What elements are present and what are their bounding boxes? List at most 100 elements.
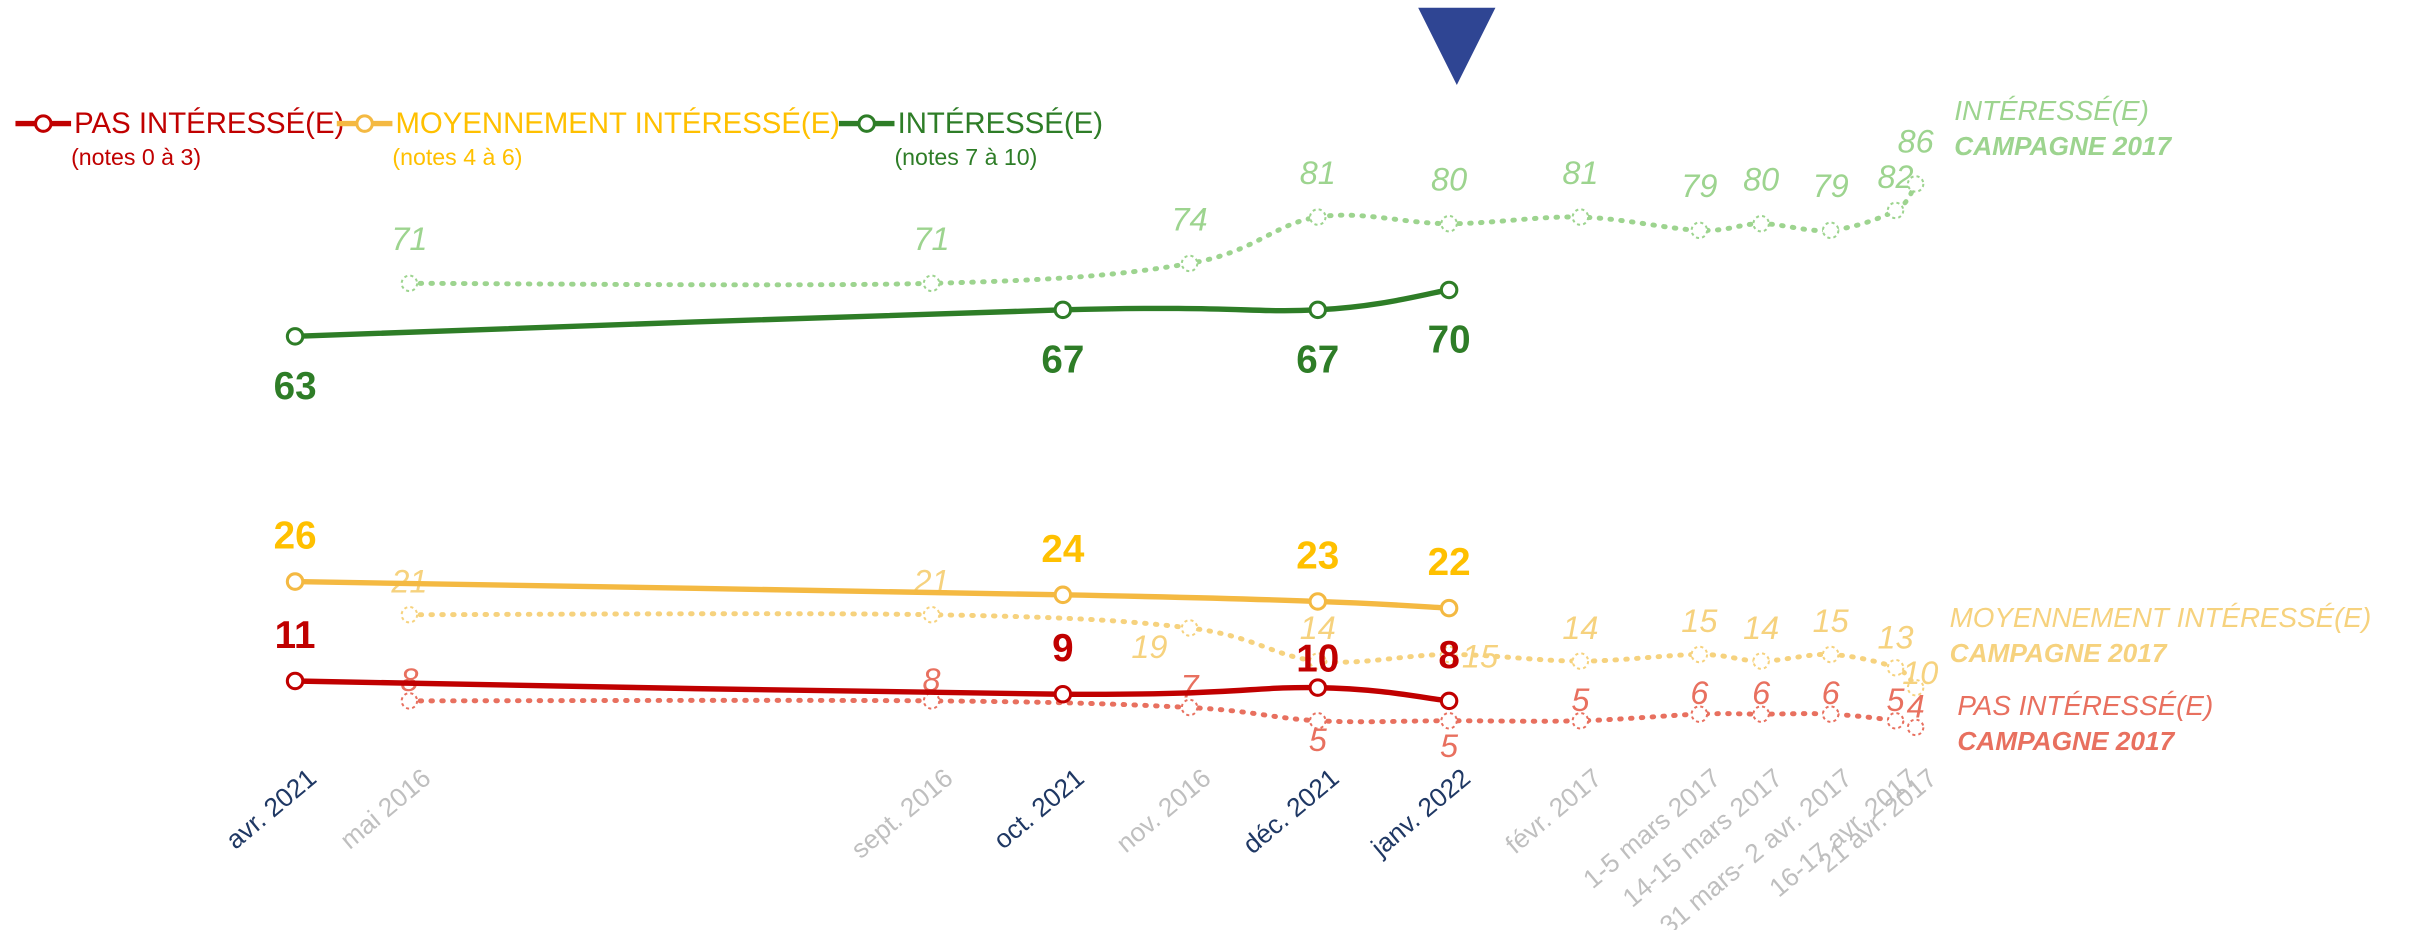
point-current xyxy=(285,572,305,591)
value-label-2017: 13 xyxy=(1878,619,1914,655)
legend-label: PAS INTÉRESSÉ(E) xyxy=(74,107,344,140)
value-label-current: 24 xyxy=(1041,528,1084,571)
value-label-2017: 14 xyxy=(1562,610,1598,646)
value-label-2017: 5 xyxy=(1571,682,1590,718)
point-2017 xyxy=(1821,645,1840,664)
line-current xyxy=(294,287,1450,340)
value-label-2017: 6 xyxy=(1752,675,1771,711)
legend-label: MOYENNEMENT INTÉRESSÉ(E) xyxy=(395,107,840,140)
legend-note: (notes 0 à 3) xyxy=(71,144,201,170)
point-2017 xyxy=(1440,214,1458,233)
point-2017 xyxy=(1821,221,1840,240)
series-label-2017: CAMPAGNE 2017 xyxy=(1950,638,2168,668)
value-label-2017: 79 xyxy=(1681,168,1717,204)
value-label-2017: 79 xyxy=(1813,168,1849,204)
value-label-2017: 15 xyxy=(1462,639,1499,675)
point-2017 xyxy=(1886,712,1905,730)
point-2017 xyxy=(400,692,419,710)
value-label-2017: 8 xyxy=(923,662,941,698)
point-2017 xyxy=(1690,645,1709,664)
point-current xyxy=(1439,598,1459,618)
series-label-2017: CAMPAGNE 2017 xyxy=(1954,131,2172,161)
point-2017 xyxy=(1180,698,1199,717)
point-2017 xyxy=(922,605,941,624)
value-label-2017: 80 xyxy=(1431,162,1467,198)
point-2017 xyxy=(1571,208,1590,226)
point-2017 xyxy=(1752,652,1770,670)
value-label-2017: 6 xyxy=(1690,675,1709,711)
x-tick-label: sept. 2016 xyxy=(845,762,958,864)
value-label-2017: 86 xyxy=(1898,123,1935,159)
point-2017 xyxy=(1180,619,1199,637)
value-label-current: 26 xyxy=(274,515,317,558)
value-label-2017: 14 xyxy=(1300,610,1336,646)
point-2017 xyxy=(1440,645,1458,664)
series-label-2017: MOYENNEMENT INTÉRESSÉ(E) xyxy=(1950,602,2372,633)
value-label-2017: 15 xyxy=(1813,603,1850,639)
point-2017 xyxy=(1571,712,1590,730)
value-label-current: 63 xyxy=(274,365,317,408)
point-2017 xyxy=(1690,221,1709,240)
point-2017 xyxy=(400,605,419,624)
value-label-2017: 5 xyxy=(1309,722,1328,758)
line-current xyxy=(295,578,1450,611)
series-label-2017: INTÉRESSÉ(E) xyxy=(1954,95,2149,126)
x-tick-label: nov. 2016 xyxy=(1110,762,1216,858)
legend-marker xyxy=(857,114,876,133)
legend-label: INTÉRESSÉ(E) xyxy=(898,107,1103,140)
value-label-current: 8 xyxy=(1438,634,1459,677)
legend-note: (notes 7 à 10) xyxy=(894,144,1037,170)
point-2017 xyxy=(922,692,941,710)
point-current xyxy=(1308,678,1328,697)
x-tick-label: févr. 2017 xyxy=(1500,762,1608,859)
point-2017 xyxy=(1886,659,1905,677)
point-2017 xyxy=(1309,652,1327,670)
point-2017 xyxy=(1752,214,1770,233)
point-2017 xyxy=(1180,254,1199,273)
point-current xyxy=(1308,592,1328,611)
point-current xyxy=(1053,585,1073,605)
legend-marker xyxy=(355,114,374,133)
x-tick-label: déc. 2021 xyxy=(1237,762,1345,859)
point-2017 xyxy=(1821,705,1840,723)
point-2017 xyxy=(1906,718,1925,737)
point-2017 xyxy=(400,274,419,293)
value-label-2017: 6 xyxy=(1822,675,1841,711)
point-2017 xyxy=(1906,175,1925,193)
legend-marker xyxy=(34,114,53,133)
point-current xyxy=(1439,280,1459,300)
value-label-2017: 81 xyxy=(1300,155,1336,191)
value-label-2017: 81 xyxy=(1562,155,1598,191)
legend-note: (notes 4 à 6) xyxy=(392,144,522,170)
value-label-2017: 71 xyxy=(391,221,427,257)
point-current xyxy=(1053,684,1073,704)
point-current xyxy=(1439,691,1459,711)
value-label-2017: 74 xyxy=(1172,201,1208,237)
value-label-2017: 71 xyxy=(914,221,950,257)
point-2017 xyxy=(1752,705,1770,723)
point-current xyxy=(285,671,305,691)
value-label-2017: 15 xyxy=(1681,603,1718,639)
point-2017 xyxy=(1886,201,1905,220)
value-label-2017: 7 xyxy=(1181,669,1201,705)
value-label-2017: 19 xyxy=(1131,629,1167,665)
line-2017 xyxy=(406,611,1919,691)
series-label-2017: CAMPAGNE 2017 xyxy=(1957,726,2175,756)
point-current xyxy=(1053,300,1073,320)
point-2017 xyxy=(1690,705,1709,723)
value-label-2017: 5 xyxy=(1440,728,1459,764)
value-label-current: 22 xyxy=(1428,541,1471,584)
value-label-current: 67 xyxy=(1296,339,1339,382)
point-2017 xyxy=(1906,678,1925,697)
point-2017 xyxy=(922,274,941,293)
value-label-current: 23 xyxy=(1296,534,1339,577)
value-label-current: 10 xyxy=(1296,638,1339,681)
value-label-current: 67 xyxy=(1041,339,1084,382)
point-current xyxy=(1308,300,1328,320)
point-current xyxy=(285,327,305,346)
value-label-2017: 8 xyxy=(400,662,418,698)
x-tick-label: avr. 2021 xyxy=(220,762,322,854)
value-label-2017: 5 xyxy=(1887,682,1906,718)
current-marker xyxy=(1418,7,1496,85)
